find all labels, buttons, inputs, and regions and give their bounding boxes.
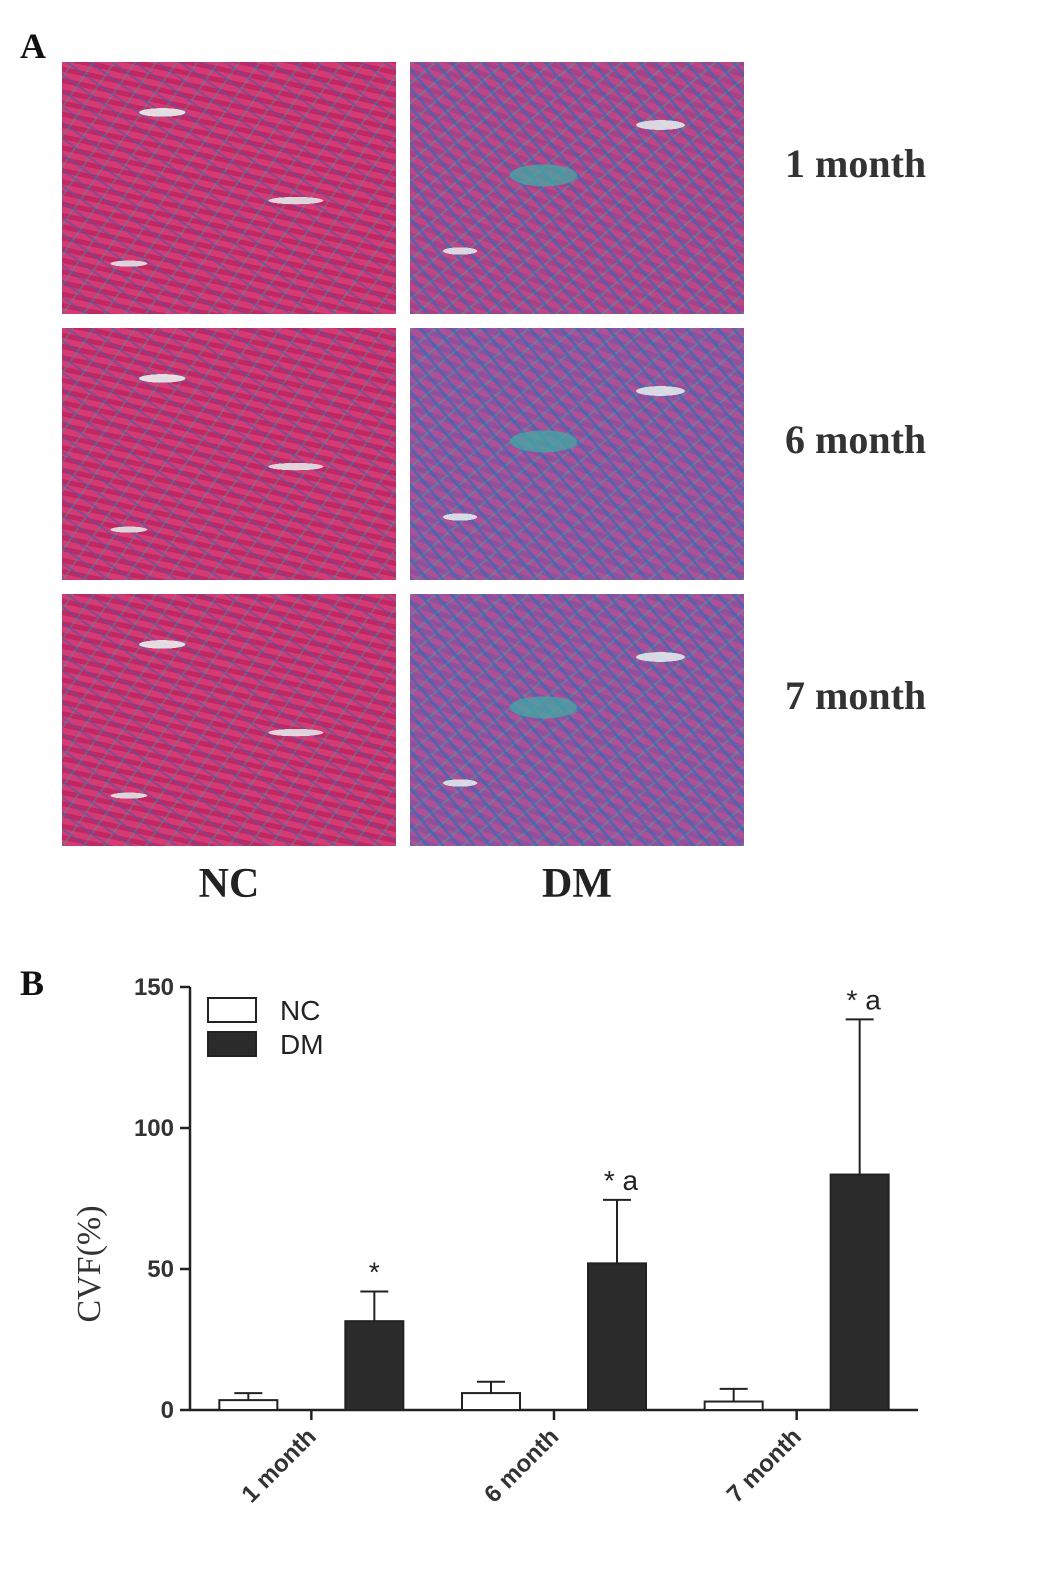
micrograph-dm-6-month [410,328,744,580]
significance-label: * [369,1257,380,1288]
column-label-dm: DM [542,861,612,907]
column-label-nc: NC [198,861,260,907]
bar-nc [461,1392,521,1411]
y-axis-label: CVF(%) [71,1205,108,1322]
legend-swatch-dm [207,1031,257,1057]
significance-label: * a [604,1165,639,1196]
legend-label-dm: DM [280,1029,324,1060]
row-label-6-month: 6 month [785,417,927,462]
y-tick-label: 50 [147,1256,174,1283]
y-tick-label: 0 [161,1397,174,1424]
significance-label: * a [847,984,882,1015]
row-label-7-month: 7 month [785,673,927,718]
bar-dm [829,1173,890,1411]
bar-dm [344,1320,405,1412]
micrograph-nc-1-month [62,62,396,314]
micrograph-dm-1-month [410,62,744,314]
bars: * * a * a [218,984,890,1412]
micrograph-dm-7-month [410,594,744,846]
y-tick-label: 100 [134,1115,174,1142]
legend-swatch-nc [207,997,257,1023]
y-tick-label: 150 [134,974,174,1001]
bar-nc [703,1400,764,1412]
micrograph-nc-6-month [62,328,396,580]
row-label-1-month: 1 month [785,141,927,186]
x-tick-label: 1 month [236,1423,321,1508]
micrograph-nc-7-month [62,594,396,846]
legend-label-nc: NC [280,995,320,1026]
panel-a-label: A [20,26,46,66]
bar-nc [218,1399,279,1412]
x-tick-label: 6 month [479,1423,564,1508]
bar-dm [587,1262,647,1411]
x-tick-label: 7 month [722,1423,807,1508]
panel-b-label: B [20,963,45,1003]
